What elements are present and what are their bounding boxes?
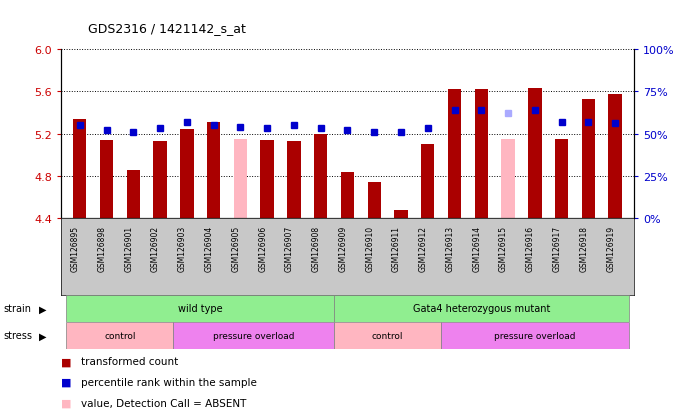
Bar xyxy=(395,211,407,219)
Bar xyxy=(314,134,327,219)
Text: ▶: ▶ xyxy=(39,330,46,341)
Text: GSM126906: GSM126906 xyxy=(258,225,267,271)
Bar xyxy=(528,89,542,219)
Text: GSM126913: GSM126913 xyxy=(445,225,454,271)
Text: GSM126898: GSM126898 xyxy=(98,225,106,271)
Text: stress: stress xyxy=(3,330,33,341)
Text: percentile rank within the sample: percentile rank within the sample xyxy=(81,377,257,387)
Text: strain: strain xyxy=(3,304,31,314)
Bar xyxy=(73,119,87,219)
Bar xyxy=(421,145,435,219)
Text: wild type: wild type xyxy=(178,304,222,314)
Text: GSM126909: GSM126909 xyxy=(338,225,348,271)
Bar xyxy=(66,295,334,322)
Text: GSM126905: GSM126905 xyxy=(231,225,241,271)
Text: GSM126916: GSM126916 xyxy=(526,225,535,271)
Bar xyxy=(180,130,193,219)
Text: GSM126918: GSM126918 xyxy=(580,225,589,271)
Text: control: control xyxy=(372,331,403,340)
Bar xyxy=(234,140,247,219)
Text: GSM126907: GSM126907 xyxy=(285,225,294,271)
Text: GSM126915: GSM126915 xyxy=(499,225,508,271)
Text: GSM126912: GSM126912 xyxy=(419,225,428,271)
Text: Gata4 heterozygous mutant: Gata4 heterozygous mutant xyxy=(413,304,550,314)
Text: control: control xyxy=(104,331,136,340)
Text: GSM126910: GSM126910 xyxy=(365,225,374,271)
Bar xyxy=(608,95,622,219)
Bar xyxy=(582,99,595,219)
Text: GSM126904: GSM126904 xyxy=(205,225,214,271)
Text: ■: ■ xyxy=(61,398,71,408)
Bar xyxy=(367,183,381,219)
Bar xyxy=(475,90,488,219)
Text: GDS2316 / 1421142_s_at: GDS2316 / 1421142_s_at xyxy=(88,22,246,35)
Bar xyxy=(66,322,174,349)
Bar xyxy=(441,322,629,349)
Text: GSM126901: GSM126901 xyxy=(124,225,134,271)
Bar xyxy=(207,123,220,219)
Text: transformed count: transformed count xyxy=(81,356,178,366)
Bar xyxy=(153,142,167,219)
Bar xyxy=(502,140,515,219)
Bar xyxy=(127,170,140,219)
Text: pressure overload: pressure overload xyxy=(213,331,294,340)
Text: value, Detection Call = ABSENT: value, Detection Call = ABSENT xyxy=(81,398,247,408)
Text: ■: ■ xyxy=(61,377,71,387)
Bar xyxy=(260,140,274,219)
Bar xyxy=(555,140,568,219)
Text: GSM126902: GSM126902 xyxy=(151,225,160,271)
Bar xyxy=(287,142,300,219)
Bar xyxy=(334,322,441,349)
Bar xyxy=(341,172,354,219)
Text: GSM126908: GSM126908 xyxy=(312,225,321,271)
Bar xyxy=(334,295,629,322)
Text: GSM126919: GSM126919 xyxy=(606,225,615,271)
Bar xyxy=(448,90,461,219)
Text: GSM126911: GSM126911 xyxy=(392,225,401,271)
Bar xyxy=(174,322,334,349)
Text: GSM126903: GSM126903 xyxy=(178,225,187,271)
Text: GSM126914: GSM126914 xyxy=(473,225,481,271)
Text: GSM126917: GSM126917 xyxy=(553,225,561,271)
Text: pressure overload: pressure overload xyxy=(494,331,576,340)
Text: GSM126895: GSM126895 xyxy=(71,225,80,271)
Text: ▶: ▶ xyxy=(39,304,46,314)
Bar xyxy=(100,140,113,219)
Text: ■: ■ xyxy=(61,356,71,366)
